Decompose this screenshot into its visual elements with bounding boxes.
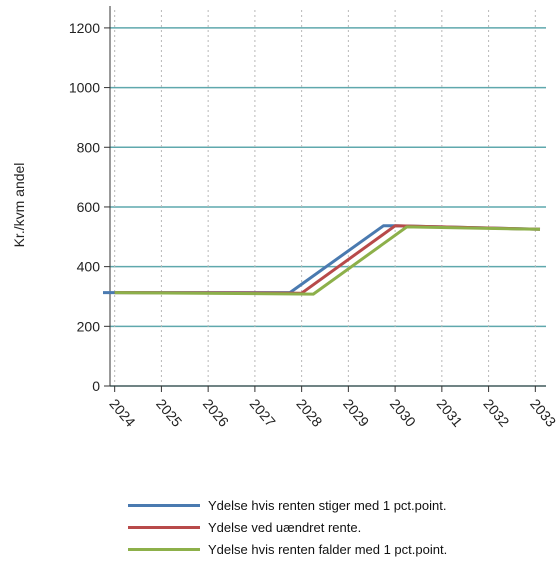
plot-series — [103, 224, 541, 296]
series-line-1 — [103, 224, 541, 295]
y-tick-label: 1200 — [69, 20, 100, 36]
y-tick-label: 0 — [92, 378, 100, 394]
x-tick-label: 2027 — [247, 396, 279, 430]
x-tick-label: 2024 — [106, 396, 138, 430]
series-line-3 — [114, 225, 541, 296]
y-tick-label: 400 — [77, 259, 101, 275]
legend-label: Ydelse ved uændret rente. — [208, 519, 362, 535]
x-tick-label: 2026 — [200, 396, 232, 430]
plot-axes — [104, 6, 546, 392]
legend-item: Ydelse ved uændret rente. — [128, 516, 447, 538]
legend-label: Ydelse hvis renten falder med 1 pct.poin… — [208, 541, 448, 557]
x-tick-label: 2030 — [387, 396, 419, 430]
legend-item: Ydelse hvis renten stiger med 1 pct.poin… — [128, 494, 447, 516]
legend-swatch — [128, 547, 200, 551]
chart-legend: Ydelse hvis renten stiger med 1 pct.poin… — [128, 494, 447, 560]
x-tick-label: 2025 — [153, 396, 185, 430]
y-axis-ticks: 0 200 400 600 800 1000 1200 — [69, 20, 100, 394]
legend-label: Ydelse hvis renten stiger med 1 pct.poin… — [208, 497, 447, 513]
x-tick-label: 2033 — [527, 396, 556, 430]
plot-grid — [110, 10, 546, 387]
legend-swatch — [128, 503, 200, 507]
y-tick-label: 1000 — [69, 80, 100, 96]
x-axis-ticks: 2024 2025 2026 2027 2028 2029 2030 2031 2032 2033 — [106, 396, 556, 430]
x-tick-label: 2032 — [480, 396, 512, 430]
y-tick-label: 200 — [77, 318, 101, 334]
y-tick-label: 800 — [77, 139, 101, 155]
legend-item: Ydelse hvis renten falder med 1 pct.poin… — [128, 538, 447, 560]
x-tick-label: 2029 — [340, 396, 372, 430]
y-axis-label: Kr./kvm andel — [11, 163, 27, 248]
legend-swatch — [128, 525, 200, 529]
y-tick-label: 600 — [77, 199, 101, 215]
x-tick-label: 2031 — [434, 396, 466, 430]
x-tick-label: 2028 — [293, 396, 325, 430]
